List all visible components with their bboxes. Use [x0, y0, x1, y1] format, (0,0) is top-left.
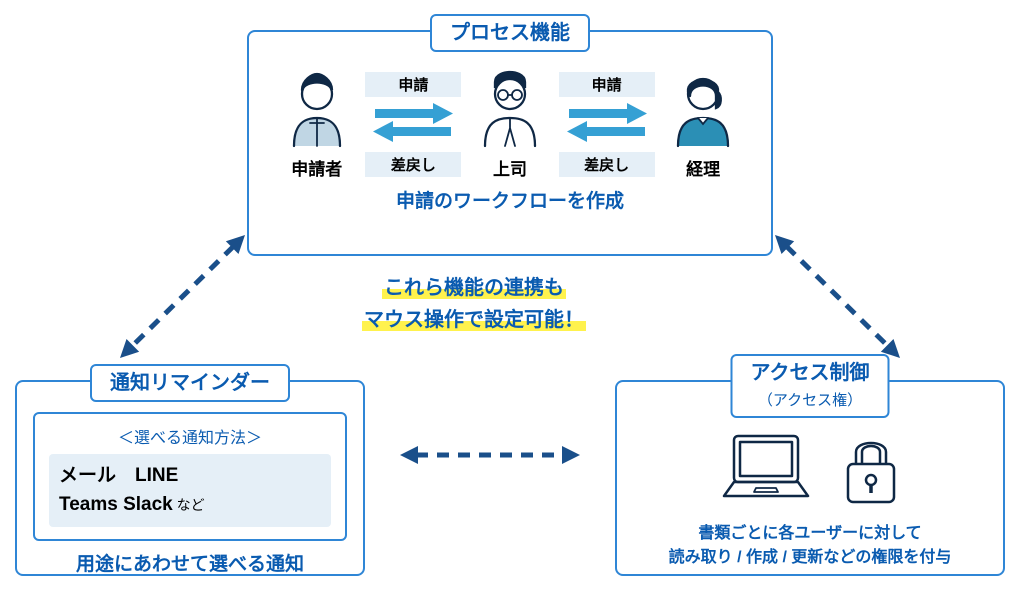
notify-options: メール LINE Teams Slack など: [49, 454, 331, 527]
flow-back-label-1: 差戻し: [365, 152, 461, 177]
double-arrow-icon: [559, 97, 655, 147]
flow-arrows-2: 申請 差戻し: [559, 72, 655, 177]
double-arrow-icon: [365, 97, 461, 147]
lock-icon: [840, 430, 902, 508]
role-accounting: 経理: [664, 68, 742, 180]
access-subtitle: （アクセス権）: [758, 392, 862, 409]
flow-back-label-2: 差戻し: [559, 152, 655, 177]
access-box: アクセス制御 （アクセス権） 書類ごとに各ユーザーに対して 読み取り / 作成 …: [615, 380, 1005, 576]
connector-bottom: [380, 435, 600, 475]
flow-arrows-1: 申請 差戻し: [365, 72, 461, 177]
notify-caption: 用途にあわせて選べる通知: [17, 549, 363, 576]
person-accounting-icon: [664, 68, 742, 150]
process-caption: 申請のワークフローを作成: [249, 186, 771, 213]
access-caption-line2: 読み取り / 作成 / 更新などの権限を付与: [669, 549, 952, 566]
notify-inner-title: ＜選べる通知方法＞: [49, 424, 331, 448]
notify-options-line2a: Teams Slack: [59, 494, 173, 515]
role-boss-label: 上司: [471, 155, 549, 180]
role-boss: 上司: [471, 68, 549, 180]
notify-options-line1: メール LINE: [59, 465, 178, 486]
role-applicant: 申請者: [278, 68, 356, 180]
center-message: これら機能の連携も マウス操作で設定可能！: [362, 272, 586, 336]
flow-forward-label-1: 申請: [365, 72, 461, 97]
role-accounting-label: 経理: [664, 155, 742, 180]
access-caption-line1: 書類ごとに各ユーザーに対して: [698, 525, 921, 542]
laptop-icon: [718, 430, 814, 508]
role-applicant-label: 申請者: [278, 155, 356, 180]
connector-right: [755, 215, 920, 378]
notify-inner-box: ＜選べる通知方法＞ メール LINE Teams Slack など: [33, 412, 347, 541]
process-box: プロセス機能 申請者 申請: [247, 30, 773, 256]
center-line1: これら機能の連携も: [382, 277, 566, 299]
notify-options-line2b: など: [173, 497, 205, 513]
flow-forward-label-2: 申請: [559, 72, 655, 97]
person-boss-icon: [471, 68, 549, 150]
access-caption: 書類ごとに各ユーザーに対して 読み取り / 作成 / 更新などの権限を付与: [617, 522, 1003, 570]
person-applicant-icon: [278, 68, 356, 150]
center-line2: マウス操作で設定可能！: [362, 309, 586, 331]
connector-left: [100, 215, 265, 378]
notify-box: 通知リマインダー ＜選べる通知方法＞ メール LINE Teams Slack …: [15, 380, 365, 576]
process-title: プロセス機能: [430, 14, 590, 52]
